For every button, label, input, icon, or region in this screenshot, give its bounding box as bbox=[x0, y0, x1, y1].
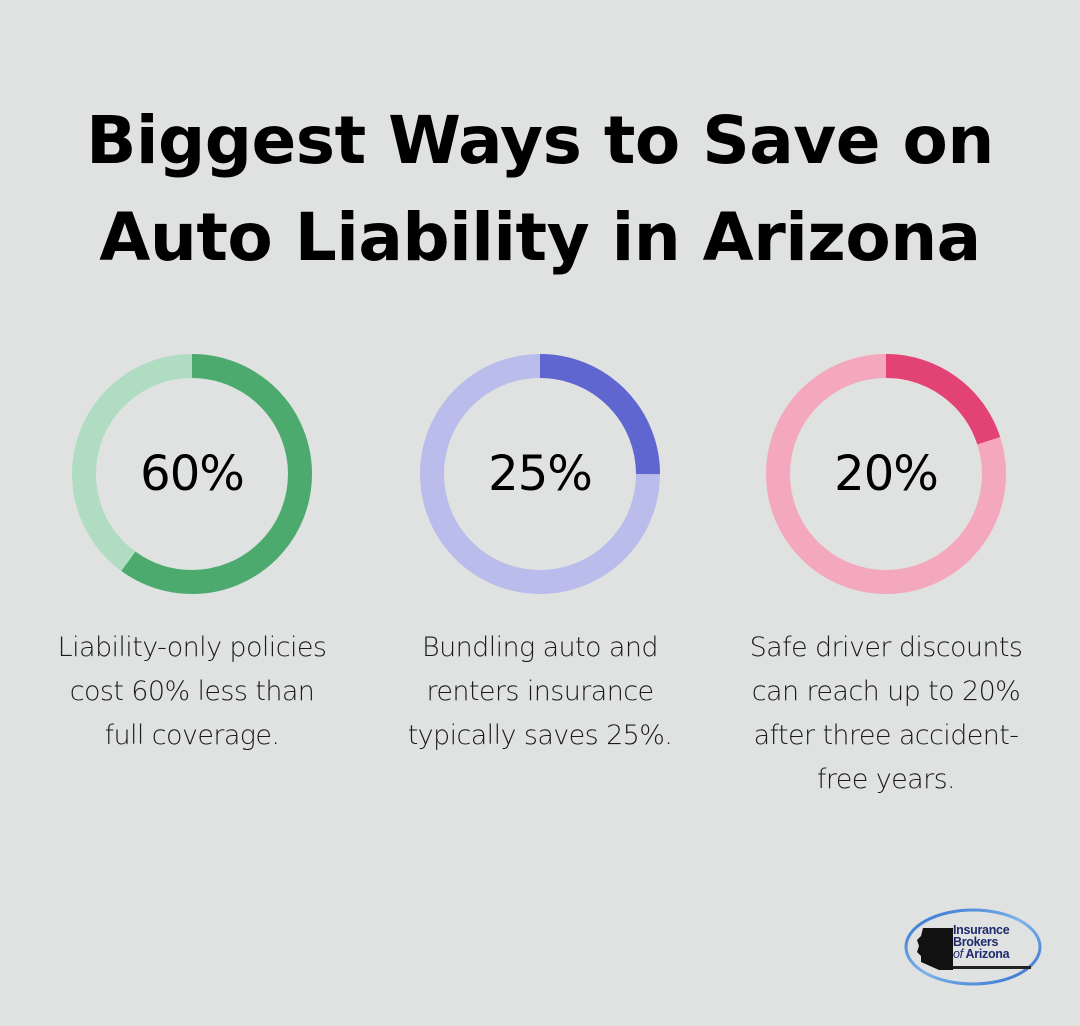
page-title: Biggest Ways to Save on Auto Liability i… bbox=[0, 92, 1080, 286]
logo-text: Insurance Brokers of Arizona bbox=[953, 923, 1010, 961]
donut-ring bbox=[420, 354, 660, 594]
donut-chart-20: 20% bbox=[766, 354, 1006, 594]
percentage-value: 60% bbox=[140, 446, 245, 502]
stat-description: Bundling auto and renters insurance typi… bbox=[370, 626, 710, 758]
logo-arizona: Arizona bbox=[965, 947, 1010, 961]
description-line: after three accident- bbox=[753, 720, 1019, 751]
description-line: Liability-only policies bbox=[57, 632, 327, 663]
title-line-1: Biggest Ways to Save on bbox=[86, 102, 994, 179]
description-line: full coverage. bbox=[104, 720, 280, 751]
title-line-2: Auto Liability in Arizona bbox=[99, 199, 981, 276]
logo-line: Insurance bbox=[953, 923, 1010, 937]
logo-line: Brokers bbox=[953, 935, 999, 949]
donut-chart-60: 60% bbox=[72, 354, 312, 594]
description-line: can reach up to 20% bbox=[751, 676, 1021, 707]
percentage-value: 20% bbox=[834, 446, 939, 502]
description-line: Safe driver discounts bbox=[749, 632, 1023, 663]
description-line: typically saves 25%. bbox=[407, 720, 673, 751]
insurance-brokers-of-arizona-logo: Insurance Brokers of Arizona bbox=[903, 906, 1043, 988]
description-line: Bundling auto and bbox=[422, 632, 658, 663]
percentage-value: 25% bbox=[488, 446, 593, 502]
description-line: cost 60% less than bbox=[69, 676, 315, 707]
description-line: renters insurance bbox=[426, 676, 655, 707]
description-line: free years. bbox=[816, 764, 956, 795]
donut-ring bbox=[766, 354, 1006, 594]
logo-line: of Arizona bbox=[953, 947, 1010, 961]
logo-emblem-icon bbox=[904, 908, 1042, 986]
donut-ring bbox=[72, 354, 312, 594]
donut-chart-25: 25% bbox=[420, 354, 660, 594]
stat-description: Safe driver discounts can reach up to 20… bbox=[716, 626, 1056, 802]
stat-description: Liability-only policies cost 60% less th… bbox=[22, 626, 362, 758]
logo-of: of bbox=[953, 947, 963, 961]
